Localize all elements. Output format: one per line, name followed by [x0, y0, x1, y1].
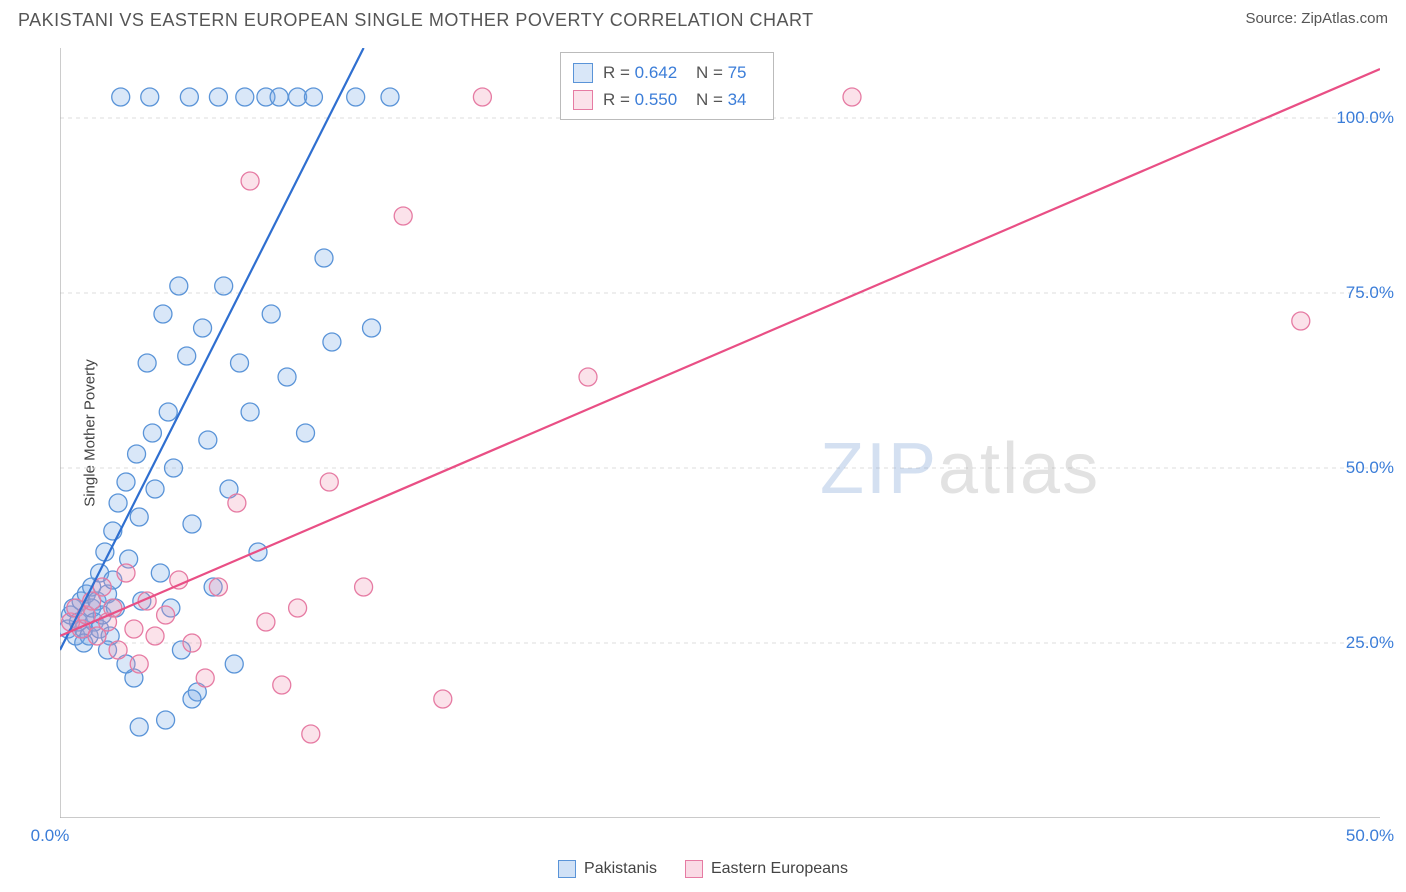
legend-swatch: [558, 860, 576, 878]
regression-line: [60, 48, 364, 650]
data-point: [262, 305, 280, 323]
data-point: [180, 88, 198, 106]
n-value: 75: [728, 63, 747, 82]
data-point: [117, 564, 135, 582]
data-point: [209, 578, 227, 596]
data-point: [151, 564, 169, 582]
chart-area: Single Mother Poverty 25.0%50.0%75.0%100…: [50, 48, 1390, 818]
data-point: [154, 305, 172, 323]
data-point: [130, 508, 148, 526]
regression-line: [60, 69, 1380, 636]
legend-swatch: [685, 860, 703, 878]
data-point: [183, 515, 201, 533]
data-point: [183, 634, 201, 652]
data-point: [434, 690, 452, 708]
scatter-plot: [50, 48, 1390, 818]
data-point: [270, 88, 288, 106]
data-point: [196, 669, 214, 687]
data-point: [130, 655, 148, 673]
data-point: [225, 655, 243, 673]
data-point: [141, 88, 159, 106]
data-point: [231, 354, 249, 372]
correlation-legend-row: R = 0.642 N = 75: [573, 59, 761, 86]
chart-title: PAKISTANI VS EASTERN EUROPEAN SINGLE MOT…: [18, 10, 814, 31]
data-point: [278, 368, 296, 386]
data-point: [843, 88, 861, 106]
source-attribution: Source: ZipAtlas.com: [1245, 10, 1388, 27]
data-point: [157, 711, 175, 729]
data-point: [347, 88, 365, 106]
legend-label: Pakistanis: [584, 860, 657, 878]
data-point: [355, 578, 373, 596]
data-point: [159, 403, 177, 421]
x-tick-label: 0.0%: [31, 826, 70, 846]
data-point: [241, 172, 259, 190]
y-tick-label: 75.0%: [1346, 283, 1394, 303]
legend-item: Pakistanis: [558, 860, 657, 878]
data-point: [143, 424, 161, 442]
data-point: [236, 88, 254, 106]
data-point: [125, 620, 143, 638]
data-point: [473, 88, 491, 106]
data-point: [323, 333, 341, 351]
data-point: [183, 690, 201, 708]
data-point: [109, 494, 127, 512]
data-point: [128, 445, 146, 463]
data-point: [1292, 312, 1310, 330]
data-point: [157, 606, 175, 624]
data-point: [117, 473, 135, 491]
data-point: [130, 718, 148, 736]
data-point: [215, 277, 233, 295]
data-point: [241, 403, 259, 421]
data-point: [199, 431, 217, 449]
data-point: [297, 424, 315, 442]
data-point: [170, 277, 188, 295]
legend-swatch: [573, 63, 593, 83]
data-point: [209, 88, 227, 106]
data-point: [273, 676, 291, 694]
legend-item: Eastern Europeans: [685, 860, 848, 878]
data-point: [289, 599, 307, 617]
series-legend: Pakistanis Eastern Europeans: [0, 860, 1406, 878]
correlation-legend: R = 0.642 N = 75 R = 0.550 N = 34: [560, 52, 774, 120]
data-point: [165, 459, 183, 477]
data-point: [302, 725, 320, 743]
y-tick-label: 100.0%: [1336, 108, 1394, 128]
y-tick-label: 50.0%: [1346, 458, 1394, 478]
data-point: [178, 347, 196, 365]
data-point: [394, 207, 412, 225]
data-point: [304, 88, 322, 106]
legend-swatch: [573, 90, 593, 110]
data-point: [138, 354, 156, 372]
data-point: [112, 88, 130, 106]
data-point: [320, 473, 338, 491]
data-point: [96, 543, 114, 561]
y-tick-label: 25.0%: [1346, 633, 1394, 653]
r-value: 0.550: [635, 90, 678, 109]
data-point: [146, 627, 164, 645]
r-value: 0.642: [635, 63, 678, 82]
data-point: [109, 641, 127, 659]
correlation-legend-row: R = 0.550 N = 34: [573, 86, 761, 113]
x-tick-label: 50.0%: [1346, 826, 1394, 846]
data-point: [381, 88, 399, 106]
data-point: [579, 368, 597, 386]
data-point: [257, 613, 275, 631]
data-point: [170, 571, 188, 589]
data-point: [194, 319, 212, 337]
data-point: [228, 494, 246, 512]
n-value: 34: [728, 90, 747, 109]
data-point: [146, 480, 164, 498]
legend-label: Eastern Europeans: [711, 860, 848, 878]
data-point: [363, 319, 381, 337]
data-point: [315, 249, 333, 267]
